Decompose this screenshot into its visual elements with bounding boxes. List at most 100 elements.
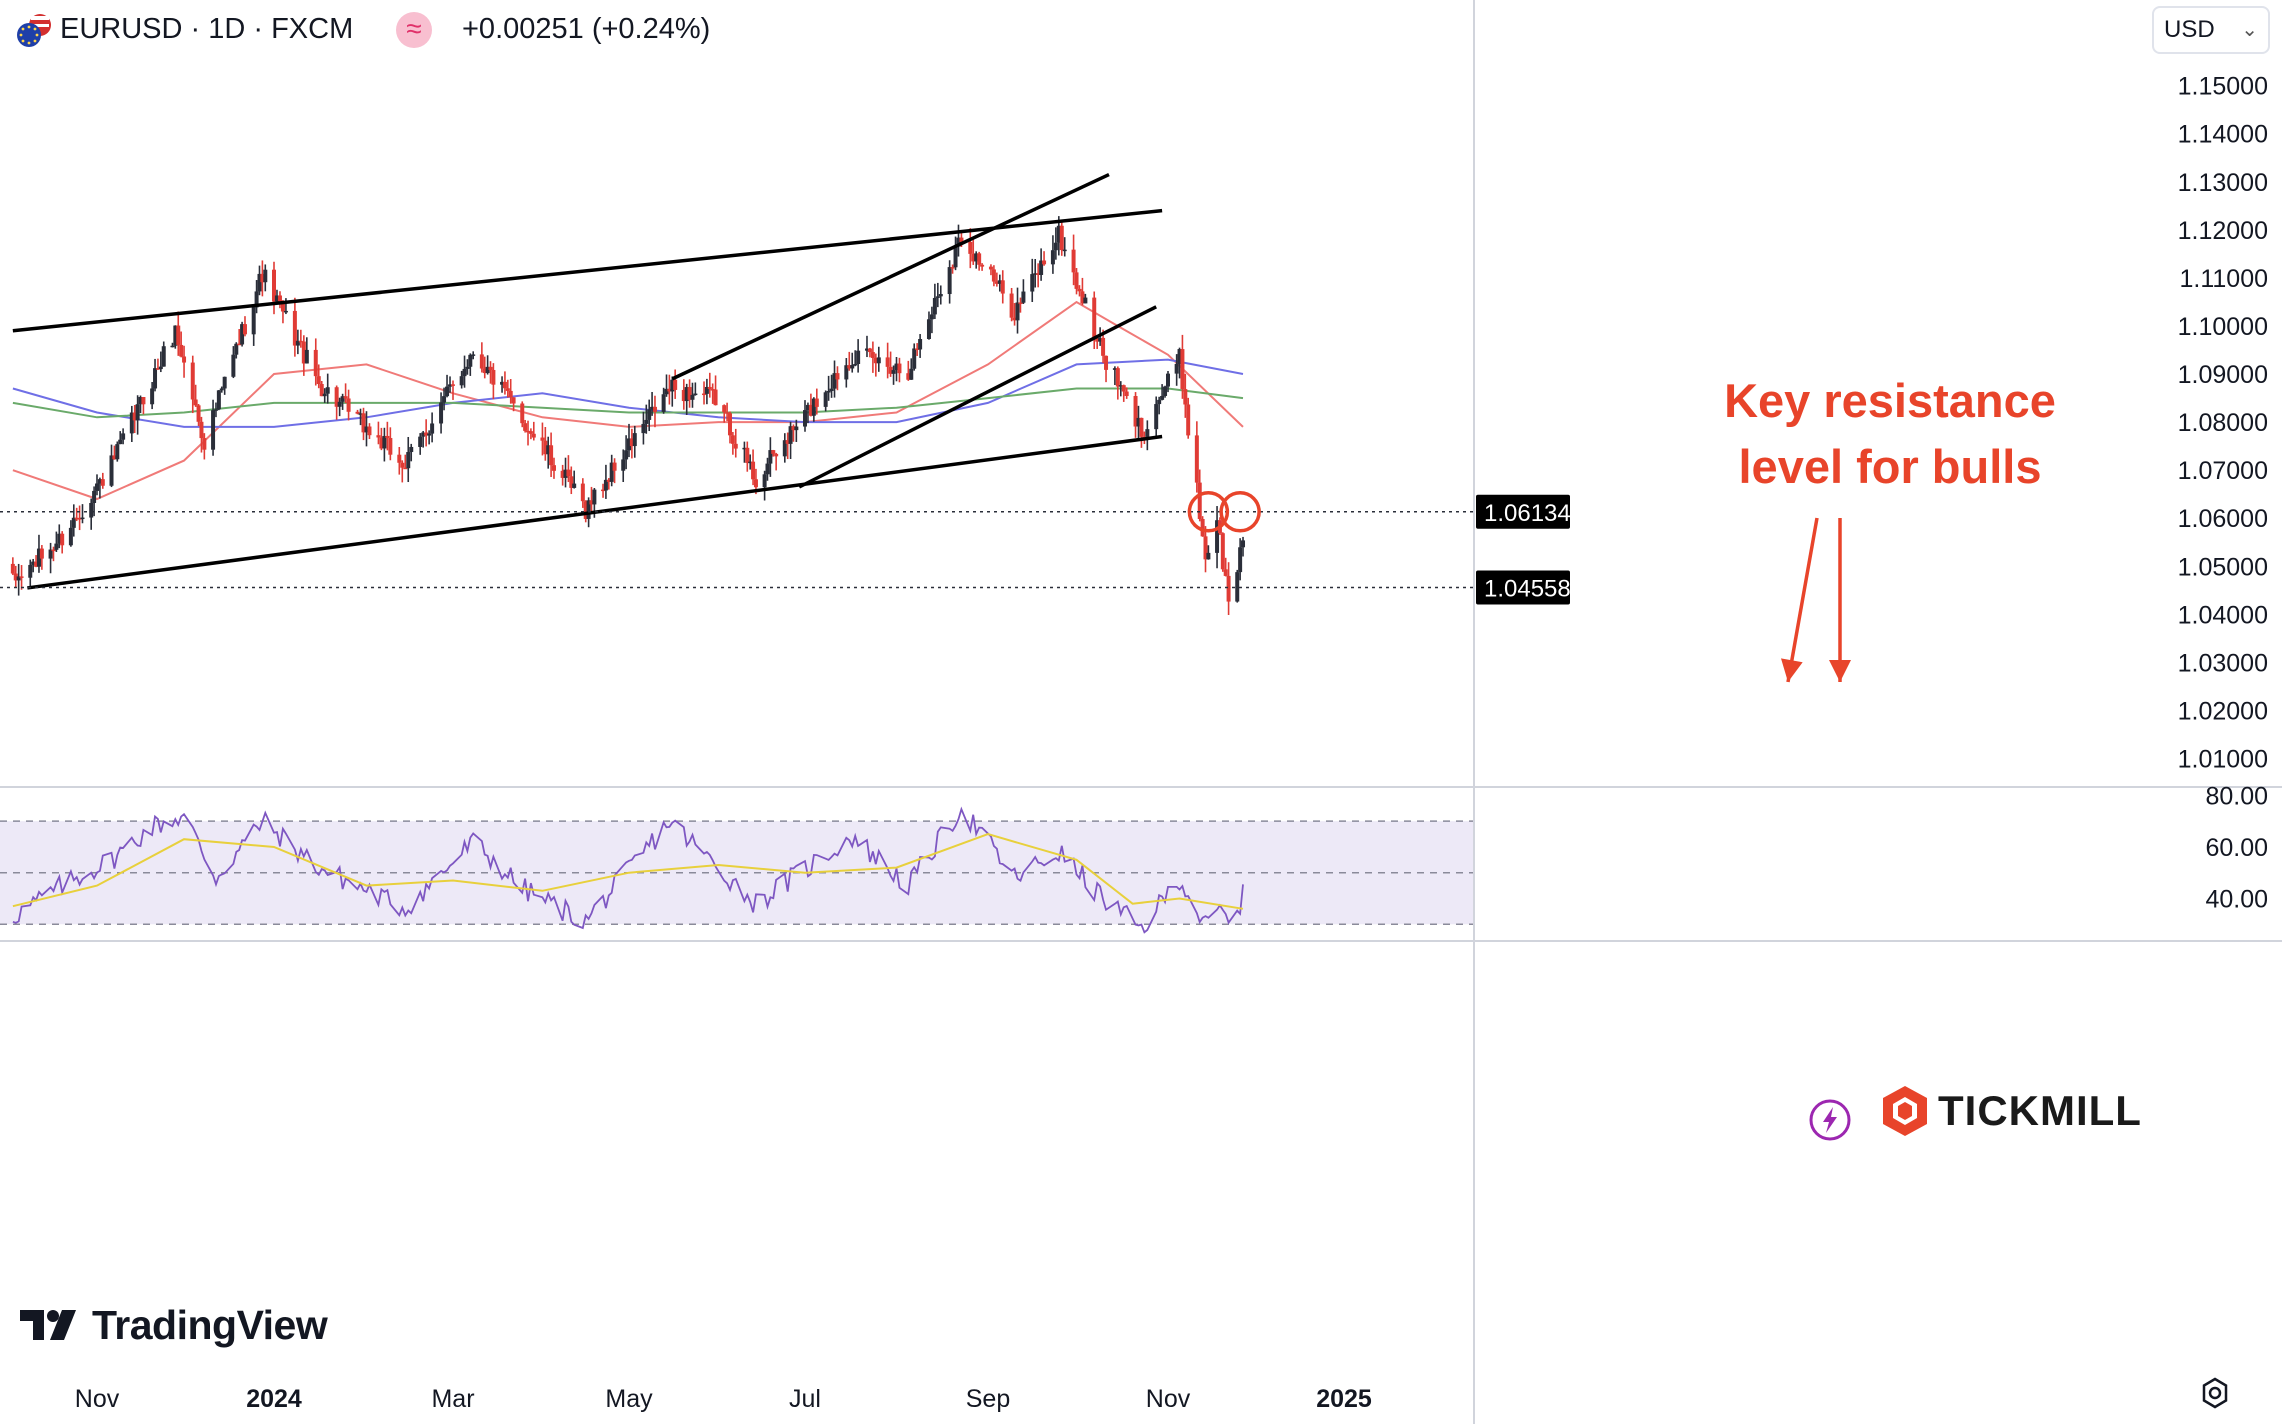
candle-body <box>988 266 993 270</box>
price-tick-label: 1.06000 <box>2178 505 2268 533</box>
candle-body <box>1080 291 1085 304</box>
candle-body <box>1077 288 1082 292</box>
candle <box>693 382 698 396</box>
candle <box>722 404 727 423</box>
candle-body <box>343 396 348 399</box>
candle-body <box>340 396 345 402</box>
candle-body <box>566 469 571 477</box>
candle <box>430 412 435 443</box>
candle <box>968 228 973 269</box>
candle <box>1220 532 1225 572</box>
tickmill-wordmark: TICKMILL <box>1938 1087 2142 1134</box>
candle <box>112 445 117 460</box>
candle-body <box>1018 302 1023 304</box>
candle-body <box>885 357 890 367</box>
candle <box>451 380 455 400</box>
candle-body <box>260 273 265 283</box>
candle <box>915 343 920 356</box>
candle-body <box>400 462 405 468</box>
candle-body <box>115 444 120 460</box>
candle-body <box>304 349 309 364</box>
annotation-arrow-head <box>1780 658 1803 682</box>
candle <box>808 393 813 417</box>
candle-body <box>974 253 979 262</box>
candle-body <box>132 412 137 421</box>
candle <box>1121 384 1126 402</box>
candle-body <box>994 281 999 284</box>
candle-body <box>1062 249 1067 252</box>
lightning-icon[interactable] <box>1808 1098 1852 1142</box>
candle-body <box>10 563 15 574</box>
compare-icon[interactable]: ≈ <box>396 12 432 48</box>
candle <box>684 383 689 415</box>
candle-body <box>272 269 276 302</box>
candle-body <box>1166 373 1170 387</box>
candle <box>667 374 672 405</box>
candle <box>681 379 686 410</box>
candle <box>491 363 496 400</box>
candle-body <box>1036 273 1041 275</box>
candle <box>670 376 675 407</box>
candle <box>526 420 531 446</box>
trendline <box>671 172 1110 381</box>
candle <box>832 360 837 398</box>
candle <box>1115 366 1120 400</box>
candle <box>80 504 85 524</box>
candle <box>298 329 303 348</box>
candle <box>601 483 606 498</box>
candle-body <box>873 357 878 364</box>
candle-body <box>727 413 732 436</box>
candle <box>190 355 195 414</box>
candle <box>135 395 140 435</box>
candle-body <box>956 237 961 247</box>
candle <box>932 283 937 320</box>
candle-body <box>346 398 351 412</box>
candle <box>502 371 507 395</box>
candle <box>873 353 878 377</box>
candle-body <box>364 426 369 433</box>
candle <box>439 392 444 434</box>
candle <box>612 458 617 484</box>
candle-body <box>242 324 247 335</box>
currency-select[interactable]: USD ⌄ <box>2152 6 2270 54</box>
candle <box>1071 234 1076 286</box>
candle-body <box>867 348 872 353</box>
settings-gear-icon[interactable] <box>2198 1376 2232 1410</box>
candle <box>926 311 931 340</box>
candle <box>929 306 934 334</box>
candle <box>935 282 940 308</box>
candle <box>606 478 611 490</box>
candle <box>762 470 767 501</box>
candle-body <box>382 435 387 449</box>
candle-body <box>909 368 914 380</box>
candle-body <box>508 390 513 398</box>
candle <box>549 432 554 478</box>
candle <box>906 360 911 381</box>
candle-body <box>563 469 568 478</box>
candle-body <box>190 362 195 400</box>
candle <box>1018 297 1023 313</box>
candle <box>222 376 227 395</box>
candle-body <box>730 435 735 444</box>
candle-body <box>71 517 76 528</box>
candle-body <box>1206 552 1211 560</box>
symbol-title[interactable]: EURUSD · 1D · FXCM <box>60 13 354 45</box>
price-tick-label: 1.03000 <box>2178 649 2268 677</box>
candle-body <box>379 437 384 449</box>
candle-body <box>742 447 747 450</box>
time-tick-label: Sep <box>966 1385 1010 1413</box>
candle-body <box>918 339 923 350</box>
candle <box>876 346 881 372</box>
candle <box>1021 279 1026 304</box>
candle <box>950 264 955 274</box>
candle <box>1009 287 1014 322</box>
candle-body <box>442 396 447 403</box>
trendlines-layer <box>0 172 1474 590</box>
candle-body <box>109 455 114 486</box>
candle <box>707 372 712 398</box>
candle <box>1154 396 1159 438</box>
candle-body <box>1157 399 1162 405</box>
candle <box>1206 545 1211 560</box>
candle-body <box>1139 417 1144 437</box>
